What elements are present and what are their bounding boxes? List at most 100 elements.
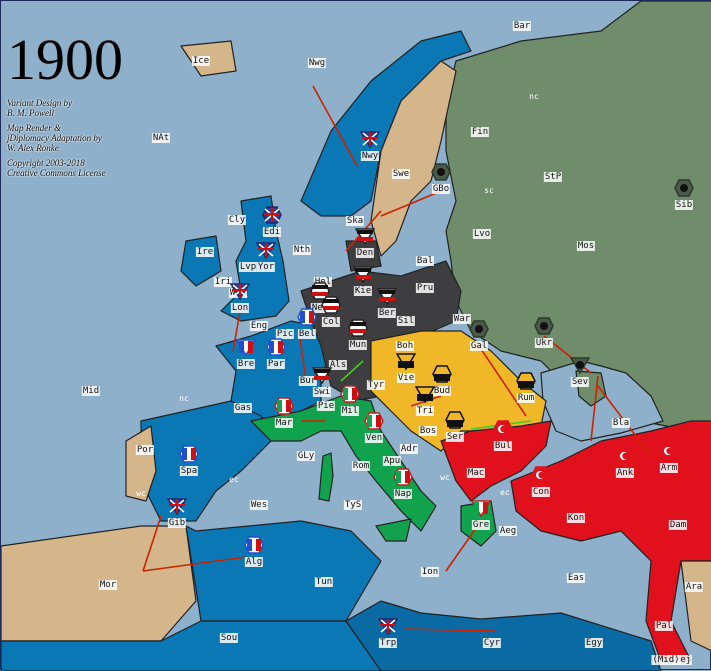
- france-army-unit-icon[interactable]: [266, 338, 286, 356]
- province-label-ska[interactable]: Ska: [345, 216, 365, 226]
- austria-army-unit-icon[interactable]: [432, 365, 452, 383]
- province-label-bal[interactable]: Bal: [415, 256, 435, 266]
- province-label-eas[interactable]: Eas: [566, 573, 586, 583]
- province-label-dam[interactable]: Dam: [668, 520, 688, 530]
- province-label-swe[interactable]: Swe: [391, 169, 411, 179]
- arabia[interactable]: [680, 560, 711, 652]
- province-label-adr[interactable]: Adr: [399, 444, 419, 454]
- province-label-aeg[interactable]: Aeg: [498, 526, 518, 536]
- sicily[interactable]: [375, 518, 412, 542]
- province-label-ank[interactable]: Ank: [615, 468, 635, 478]
- province-label-kie[interactable]: Kie: [353, 286, 373, 296]
- province-label-bud[interactable]: Bud: [432, 386, 452, 396]
- province-label-mun[interactable]: Mun: [348, 340, 368, 350]
- north-africa[interactable]: [185, 520, 382, 622]
- province-label-bar[interactable]: Bar: [512, 21, 532, 31]
- italy-army-unit-icon[interactable]: [274, 397, 294, 415]
- province-label-bur[interactable]: Bur: [298, 376, 318, 386]
- province-label-ukr[interactable]: Ukr: [534, 338, 554, 348]
- province-label-cly[interactable]: Cly: [227, 215, 247, 225]
- province-label-swi[interactable]: Swi: [312, 387, 332, 397]
- province-label-apu[interactable]: Apu: [382, 456, 402, 466]
- province-label-hej[interactable]: Hej: [673, 655, 693, 665]
- province-label-con[interactable]: Con: [531, 487, 551, 497]
- province-label-pie[interactable]: Pie: [316, 401, 336, 411]
- province-label-mac[interactable]: Mac: [466, 468, 486, 478]
- province-label-ber[interactable]: Ber: [377, 308, 397, 318]
- russia-fleet-unit-icon[interactable]: [570, 356, 590, 374]
- britain-fleet-unit-icon[interactable]: [230, 282, 250, 300]
- austria-fleet-unit-icon[interactable]: [396, 352, 416, 370]
- sweden-territory[interactable]: [370, 60, 457, 257]
- province-label-sev[interactable]: Sev: [570, 377, 590, 387]
- italy-army-unit-icon[interactable]: [393, 468, 413, 486]
- province-label-ec[interactable]: ec: [500, 488, 510, 497]
- france-fleet-unit-icon[interactable]: [236, 338, 256, 356]
- province-label-gly[interactable]: GLy: [296, 451, 316, 461]
- province-label-lon[interactable]: Lon: [230, 303, 250, 313]
- province-label-bla[interactable]: Bla: [611, 418, 631, 428]
- austria-fleet-unit-icon[interactable]: [415, 385, 435, 403]
- province-label-net[interactable]: Net: [310, 303, 330, 313]
- portugal[interactable]: [125, 425, 157, 502]
- province-label-eng[interactable]: Eng: [249, 321, 269, 331]
- province-label-yor[interactable]: Yor: [256, 262, 276, 272]
- province-label-ice[interactable]: Ice: [191, 56, 211, 66]
- province-label-boh[interactable]: Boh: [395, 341, 415, 351]
- province-label-ion[interactable]: Ion: [420, 567, 440, 577]
- province-label-pru[interactable]: Pru: [415, 283, 435, 293]
- italy-fleet-unit-icon[interactable]: [471, 499, 491, 517]
- province-label-gre[interactable]: Gre: [471, 520, 491, 530]
- province-label-nwg[interactable]: Nwg: [307, 58, 327, 68]
- italy-army-unit-icon[interactable]: [364, 412, 384, 430]
- province-label-nap[interactable]: Nap: [393, 489, 413, 499]
- province-label-pal[interactable]: Pal: [654, 621, 674, 631]
- province-label-sou[interactable]: Sou: [219, 633, 239, 643]
- province-label-mid[interactable]: (Mid): [651, 655, 681, 665]
- province-label-sc[interactable]: sc: [484, 186, 494, 195]
- province-label-nth[interactable]: Nth: [292, 245, 312, 255]
- province-label-tyr[interactable]: Tyr: [366, 380, 386, 390]
- province-label-ven[interactable]: Ven: [364, 433, 384, 443]
- province-label-gib[interactable]: Gib: [167, 518, 187, 528]
- britain-army-unit-icon[interactable]: [262, 206, 282, 224]
- province-label-ec[interactable]: ec: [229, 475, 239, 484]
- province-label-wes[interactable]: Wes: [249, 500, 269, 510]
- france-army-unit-icon[interactable]: [297, 308, 317, 326]
- province-label-kon[interactable]: Kon: [566, 513, 586, 523]
- province-label-alg[interactable]: Alg: [244, 557, 264, 567]
- province-label-stp[interactable]: StP: [543, 172, 563, 182]
- province-label-pic[interactable]: Pic: [275, 329, 295, 339]
- province-label-mor[interactable]: Mor: [98, 580, 118, 590]
- province-label-war[interactable]: War: [452, 314, 472, 324]
- province-label-mos[interactable]: Mos: [576, 241, 596, 251]
- province-label-bel[interactable]: Bel: [297, 329, 317, 339]
- province-label-trp[interactable]: Trp: [378, 638, 398, 648]
- province-label-arm[interactable]: Arm: [659, 463, 679, 473]
- russia-army-unit-icon[interactable]: [674, 179, 694, 197]
- germany-army-unit-icon[interactable]: [348, 319, 368, 337]
- morocco[interactable]: [1, 525, 197, 642]
- turkey-army-unit-icon[interactable]: [531, 466, 551, 484]
- province-label-wc[interactable]: wc: [136, 489, 146, 498]
- austria-army-unit-icon[interactable]: [445, 411, 465, 429]
- province-label-iri[interactable]: Iri: [213, 277, 233, 287]
- province-label-ara[interactable]: Ara: [684, 582, 704, 592]
- province-label-mid[interactable]: Mid: [81, 386, 101, 396]
- province-label-ser[interactable]: Ser: [445, 432, 465, 442]
- province-label-sib[interactable]: Sib: [674, 200, 694, 210]
- province-label-mil[interactable]: Mil: [340, 406, 360, 416]
- province-label-nwy[interactable]: Nwy: [360, 151, 380, 161]
- turkey-army-unit-icon[interactable]: [659, 442, 679, 460]
- province-label-wc[interactable]: wc: [440, 473, 450, 482]
- province-label-bul[interactable]: Bul: [493, 441, 513, 451]
- province-label-bos[interactable]: Bos: [418, 426, 438, 436]
- province-label-edi[interactable]: Edi: [262, 227, 282, 237]
- corsica-sardinia[interactable]: [318, 452, 334, 502]
- germany-army-unit-icon[interactable]: [321, 296, 341, 314]
- province-label-tun[interactable]: Tun: [314, 577, 334, 587]
- italy-army-unit-icon[interactable]: [340, 385, 360, 403]
- province-label-mar[interactable]: Mar: [274, 418, 294, 428]
- germany-fleet-unit-icon[interactable]: [377, 287, 397, 305]
